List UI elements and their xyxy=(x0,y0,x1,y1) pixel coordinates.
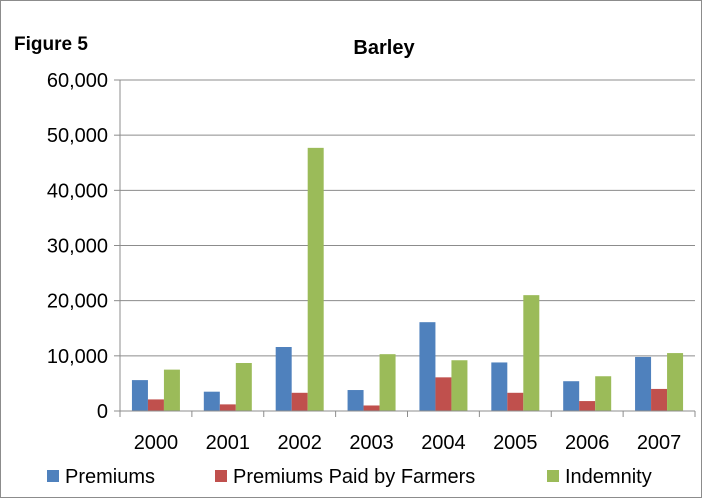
bar xyxy=(419,322,436,411)
y-tick-label: 20,000 xyxy=(47,291,108,313)
x-tick-label: 2007 xyxy=(637,432,682,454)
x-axis: 2000 2001 2002 2003 2004 2005 2006 2007 xyxy=(119,410,696,454)
bar xyxy=(347,390,364,411)
bar xyxy=(667,353,684,411)
y-tick-label: 0 xyxy=(97,401,108,423)
y-tick-label: 40,000 xyxy=(47,180,108,202)
bar xyxy=(491,362,508,411)
bar xyxy=(435,377,452,411)
bar xyxy=(563,381,580,411)
bar xyxy=(307,147,324,412)
bar xyxy=(235,363,252,411)
x-tick-label: 2005 xyxy=(493,432,538,454)
legend-label: Premiums xyxy=(65,466,155,488)
x-tick-label: 2001 xyxy=(206,432,251,454)
bar xyxy=(523,295,540,411)
x-tick-label: 2004 xyxy=(421,432,466,454)
bar xyxy=(147,399,164,411)
x-tick-label: 2002 xyxy=(277,432,322,454)
chart-title: Barley xyxy=(353,37,415,59)
bar xyxy=(579,401,596,411)
legend: Premiums Premiums Paid by Farmers Indemnit… xyxy=(47,466,652,488)
legend-label: Premiums Paid by Farmers xyxy=(233,466,475,488)
bar xyxy=(451,360,468,411)
x-tick-label: 2000 xyxy=(134,432,179,454)
bar xyxy=(363,405,380,411)
bar xyxy=(163,369,180,411)
legend-label: Indemnity xyxy=(565,466,652,488)
bar xyxy=(203,391,220,411)
bars xyxy=(131,147,684,412)
legend-swatch xyxy=(547,470,559,482)
figure-label: Figure 5 xyxy=(14,34,88,55)
bar xyxy=(219,404,236,411)
y-tick-label: 60,000 xyxy=(47,70,108,92)
y-tick-label: 30,000 xyxy=(47,236,108,258)
x-tick-label: 2006 xyxy=(565,432,610,454)
bar xyxy=(379,354,396,411)
bar xyxy=(275,347,292,411)
y-axis: 0 10,000 20,000 30,000 40,000 50,000 60,000 xyxy=(47,70,121,423)
bar xyxy=(131,380,148,411)
bar xyxy=(651,388,668,411)
x-tick-label: 2003 xyxy=(349,432,394,454)
gridlines xyxy=(120,79,695,357)
bar xyxy=(507,392,524,411)
bar xyxy=(635,356,652,411)
y-tick-label: 50,000 xyxy=(47,125,108,147)
y-tick-label: 10,000 xyxy=(47,346,108,368)
bar xyxy=(291,392,308,411)
legend-swatch xyxy=(215,470,227,482)
legend-swatch xyxy=(47,470,59,482)
bar xyxy=(595,376,612,411)
